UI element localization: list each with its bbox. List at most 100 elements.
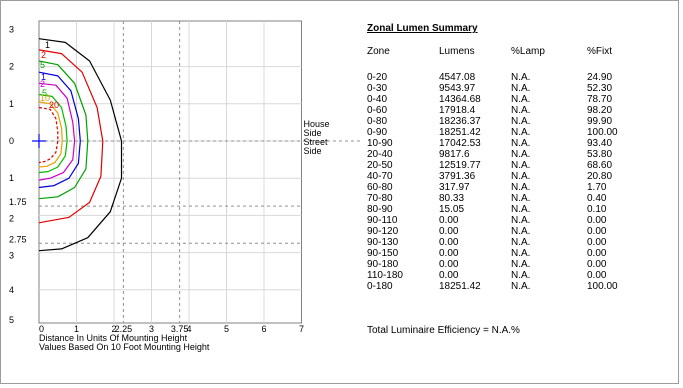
x-tick-label: 0 bbox=[39, 324, 44, 334]
col-header-lumens: Lumens bbox=[439, 46, 475, 57]
cell-fixt: 98.20 bbox=[587, 105, 613, 116]
table-row: 0-20 4547.08 N.A. 24.90 bbox=[367, 72, 627, 83]
col-header-fixt: %Fixt bbox=[587, 46, 612, 57]
summary-title: Zonal Lumen Summary bbox=[367, 23, 478, 34]
table-row: 80-90 15.05 N.A. 0.10 bbox=[367, 204, 627, 215]
table-row: 90-150 0.00 N.A. 0.00 bbox=[367, 248, 627, 259]
cell-lamp: N.A. bbox=[511, 160, 531, 171]
cell-lamp: N.A. bbox=[511, 105, 531, 116]
table-row: 0-80 18236.37 N.A. 99.90 bbox=[367, 116, 627, 127]
x-tick-label: 2 bbox=[111, 324, 116, 334]
cell-zone: 90-130 bbox=[367, 237, 399, 248]
table-row: 90-180 0.00 N.A. 0.00 bbox=[367, 259, 627, 270]
y-tick-label: 2 bbox=[9, 62, 14, 72]
table-row: 20-40 9817.6 N.A. 53.80 bbox=[367, 149, 627, 160]
table-row: 90-120 0.00 N.A. 0.00 bbox=[367, 226, 627, 237]
cell-lamp: N.A. bbox=[511, 149, 531, 160]
x-tick-label: 4 bbox=[186, 324, 191, 334]
cell-fixt: 20.80 bbox=[587, 171, 613, 182]
cell-zone: 60-80 bbox=[367, 182, 393, 193]
cell-lumens: 17918.4 bbox=[439, 105, 476, 116]
y-tick-label: 2.75 bbox=[9, 234, 27, 244]
y-tick-label: 1.75 bbox=[9, 197, 27, 207]
cell-zone: 0-40 bbox=[367, 94, 388, 105]
cell-lumens: 80.33 bbox=[439, 193, 465, 204]
cell-lamp: N.A. bbox=[511, 182, 531, 193]
cell-fixt: 100.00 bbox=[587, 127, 618, 138]
contour-line bbox=[38, 93, 68, 174]
y-tick-label: 0 bbox=[9, 136, 14, 146]
x-axis-label: Distance In Units Of Mounting Height bbox=[39, 333, 188, 343]
mounting-height-note: Values Based On 10 Foot Mounting Height bbox=[39, 342, 210, 352]
cell-lumens: 4547.08 bbox=[439, 72, 476, 83]
contour-line bbox=[38, 49, 104, 224]
cell-zone: 90-150 bbox=[367, 248, 399, 259]
cell-lamp: N.A. bbox=[511, 237, 531, 248]
cell-zone: 0-60 bbox=[367, 105, 388, 116]
cell-zone: 0-30 bbox=[367, 83, 388, 94]
y-tick-label: 1 bbox=[9, 173, 14, 183]
table-row: 90-130 0.00 N.A. 0.00 bbox=[367, 237, 627, 248]
cell-lamp: N.A. bbox=[511, 171, 531, 182]
cell-zone: 70-80 bbox=[367, 193, 393, 204]
cell-lamp: N.A. bbox=[511, 204, 531, 215]
contour-line bbox=[38, 82, 76, 181]
contour-value-label: 5 bbox=[42, 88, 47, 98]
total-efficiency: Total Luminaire Efficiency = N.A.% bbox=[367, 325, 520, 336]
cell-lamp: N.A. bbox=[511, 193, 531, 204]
cell-fixt: 0.40 bbox=[587, 193, 607, 204]
col-header-zone: Zone bbox=[367, 46, 390, 57]
table-row: 0-180 18251.42 N.A. 100.00 bbox=[367, 281, 627, 292]
table-row: 0-90 18251.42 N.A. 100.00 bbox=[367, 127, 627, 138]
contour-line bbox=[38, 38, 123, 252]
cell-lamp: N.A. bbox=[511, 72, 531, 83]
cell-zone: 10-90 bbox=[367, 138, 393, 149]
cell-lumens: 18236.37 bbox=[439, 116, 481, 127]
cell-lumens: 17042.53 bbox=[439, 138, 481, 149]
cell-fixt: 0.00 bbox=[587, 226, 607, 237]
table-row: 90-110 0.00 N.A. 0.00 bbox=[367, 215, 627, 226]
table-row: 0-60 17918.4 N.A. 98.20 bbox=[367, 105, 627, 116]
cell-zone: 20-50 bbox=[367, 160, 393, 171]
cell-zone: 40-70 bbox=[367, 171, 393, 182]
cell-fixt: 0.00 bbox=[587, 270, 607, 281]
contour-line bbox=[38, 101, 63, 168]
cell-lumens: 0.00 bbox=[439, 215, 459, 226]
cell-lumens: 9543.97 bbox=[439, 83, 476, 94]
contour-line bbox=[38, 106, 59, 164]
cell-zone: 0-20 bbox=[367, 72, 388, 83]
y-tick-label: 1 bbox=[9, 99, 14, 109]
cell-lamp: N.A. bbox=[511, 248, 531, 259]
cell-lamp: N.A. bbox=[511, 127, 531, 138]
x-tick-label: 6 bbox=[261, 324, 266, 334]
x-tick-label: 1 bbox=[74, 324, 79, 334]
cell-lamp: N.A. bbox=[511, 83, 531, 94]
y-tick-label: 4 bbox=[9, 285, 14, 295]
contour-value-label: 20 bbox=[49, 100, 59, 110]
cell-lumens: 0.00 bbox=[439, 248, 459, 259]
cell-lumens: 15.05 bbox=[439, 204, 465, 215]
y-tick-label: 3 bbox=[9, 24, 14, 34]
table-row: 0-40 14364.68 N.A. 78.70 bbox=[367, 94, 627, 105]
col-header-lamp: %Lamp bbox=[511, 46, 545, 57]
contour-lines bbox=[38, 38, 123, 252]
table-row: 0-30 9543.97 N.A. 52.30 bbox=[367, 83, 627, 94]
y-tick-label: 5 bbox=[9, 315, 14, 325]
table-header: Zone Lumens %Lamp %Fixt bbox=[367, 46, 627, 58]
street-side-label: Street bbox=[304, 137, 329, 147]
cell-fixt: 0.00 bbox=[587, 215, 607, 226]
house-side-label: Side bbox=[304, 128, 322, 138]
table-row: 60-80 317.97 N.A. 1.70 bbox=[367, 182, 627, 193]
table-row: 40-70 3791.36 N.A. 20.80 bbox=[367, 171, 627, 182]
cell-fixt: 52.30 bbox=[587, 83, 613, 94]
cell-fixt: 100.00 bbox=[587, 281, 618, 292]
cell-fixt: 1.70 bbox=[587, 182, 607, 193]
cell-zone: 0-80 bbox=[367, 116, 388, 127]
cell-zone: 110-180 bbox=[367, 270, 403, 281]
cell-lamp: N.A. bbox=[511, 259, 531, 270]
cell-lumens: 9817.6 bbox=[439, 149, 470, 160]
cell-zone: 90-110 bbox=[367, 215, 398, 226]
table-row: 10-90 17042.53 N.A. 93.40 bbox=[367, 138, 627, 149]
